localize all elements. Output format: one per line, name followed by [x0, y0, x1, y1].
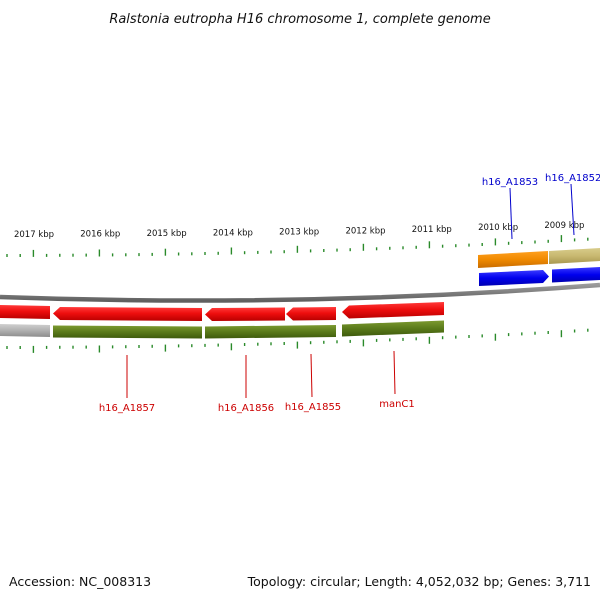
kbp-label: 2013 kbp [279, 228, 319, 238]
gene-feature-manc1[interactable] [342, 320, 444, 337]
leader-line-h16-a1855 [310, 353, 313, 398]
chromosome-backbone [0, 282, 600, 303]
kbp-scale-labels: 2017 kbp 2016 kbp 2015 kbp 2014 kbp 2013 kbp… [14, 221, 584, 240]
gene-feature-khaki[interactable] [549, 248, 600, 264]
gene-feature-h16-a1856-h16-a1855[interactable] [205, 325, 336, 339]
gene-label-h16-a1855[interactable]: h16_A1855 [285, 402, 341, 413]
leader-line-h16-a1853 [509, 187, 513, 240]
gene-feature-h16-a1857[interactable] [53, 325, 202, 339]
forward-strand-features [478, 248, 600, 286]
accession-label: Accession: NC_008313 [9, 574, 151, 589]
gene-label-h16-a1857[interactable]: h16_A1857 [99, 403, 155, 414]
outer-tick-marks [6, 235, 589, 257]
kbp-label: 2011 kbp [412, 225, 452, 235]
cds-arrow-h16-a1856[interactable] [205, 307, 285, 322]
cds-arrow-manc1[interactable] [342, 302, 444, 319]
kbp-label: 2014 kbp [213, 229, 253, 239]
gene-labels: h16_A1853 h16_A1852 h16_A1857 h16_A1856 … [99, 173, 600, 414]
kbp-label: 2015 kbp [147, 229, 187, 239]
cds-arrow-h16-a1855[interactable] [286, 307, 336, 321]
leader-line-manc1 [393, 350, 396, 395]
inner-tick-marks [6, 328, 589, 353]
gene-feature-orange[interactable] [478, 251, 548, 268]
gene-label-h16-a1852[interactable]: h16_A1852 [545, 173, 600, 184]
cds-arrow-h16-a1857[interactable] [53, 307, 202, 321]
kbp-label: 2016 kbp [80, 230, 120, 240]
gene-feature-grey[interactable] [0, 324, 50, 337]
genome-summary-label: Topology: circular; Length: 4,052,032 bp… [247, 574, 591, 589]
cds-arrow-left-edge[interactable] [0, 305, 50, 319]
cds-arrow-h16-a1853[interactable] [479, 270, 549, 286]
reverse-strand-cds [0, 302, 444, 321]
kbp-label: 2017 kbp [14, 230, 54, 240]
reverse-strand-genes [0, 320, 444, 339]
gene-label-manc1[interactable]: manC1 [379, 399, 415, 410]
gene-label-h16-a1856[interactable]: h16_A1856 [218, 403, 274, 414]
cds-arrow-h16-a1852[interactable] [552, 267, 600, 283]
kbp-label: 2010 kbp [478, 223, 518, 233]
gene-label-h16-a1853[interactable]: h16_A1853 [482, 177, 538, 188]
leader-line-h16-a1852 [570, 183, 575, 236]
kbp-label: 2012 kbp [345, 226, 385, 236]
map-title: Ralstonia eutropha H16 chromosome 1, com… [109, 12, 490, 27]
kbp-label: 2009 kbp [544, 221, 584, 231]
